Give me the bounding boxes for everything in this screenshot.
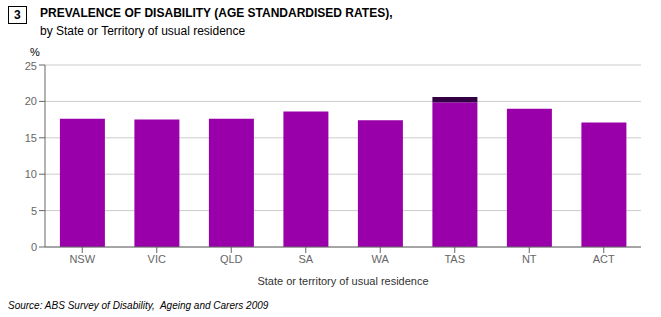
svg-text:ACT: ACT	[593, 253, 615, 265]
html-text:by State or Territory of usual: by State or Territory of usual residence	[40, 24, 246, 38]
html-text:Source: ABS Survey of Disabili: Source: ABS Survey of Disability, Ageing…	[8, 300, 269, 311]
svg-text:NT: NT	[522, 253, 537, 265]
svg-text:VIC: VIC	[148, 253, 166, 265]
svg-text:TAS: TAS	[444, 253, 465, 265]
svg-text:15: 15	[25, 132, 37, 144]
svg-text:State or territory of usual re: State or territory of usual residence	[257, 275, 428, 287]
html-text:PREVALENCE OF DISABILITY (AGE: PREVALENCE OF DISABILITY (AGE STANDARDIS…	[40, 6, 393, 20]
svg-text:25: 25	[25, 60, 37, 72]
svg-text:10: 10	[25, 168, 37, 180]
svg-text:QLD: QLD	[220, 253, 243, 265]
svg-text:0: 0	[31, 241, 37, 253]
svg-text:SA: SA	[298, 253, 313, 265]
svg-text:NSW: NSW	[69, 253, 95, 265]
svg-text:20: 20	[25, 95, 37, 107]
svg-text:5: 5	[31, 205, 37, 217]
html-text:3: 3	[14, 8, 21, 22]
svg-text:WA: WA	[372, 253, 390, 265]
